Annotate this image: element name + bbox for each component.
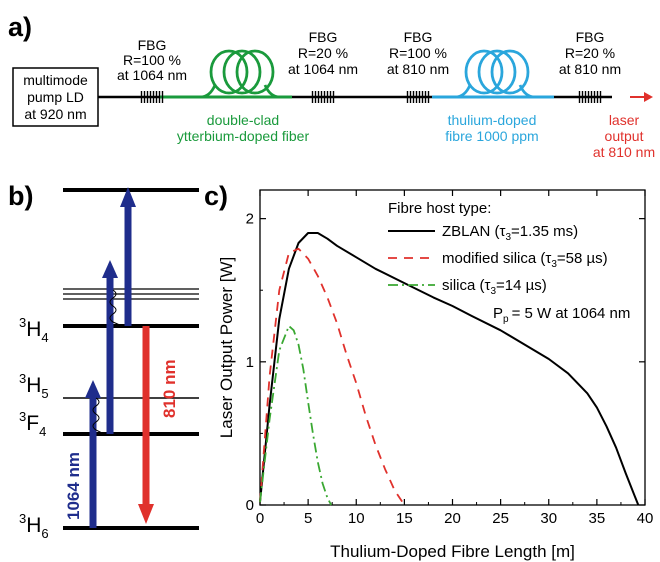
panel-c-label: c)	[204, 181, 228, 211]
pump-arrow-1-head	[85, 380, 101, 398]
fbg1-l1: FBG	[138, 37, 167, 53]
fbg2-l1: FBG	[309, 29, 338, 45]
fbg2-l3: at 1064 nm	[288, 61, 358, 77]
y-axis-label: Laser Output Power [W]	[217, 257, 236, 438]
fbg4-l2: R=20 %	[565, 45, 615, 61]
fbg1-l3: at 1064 nm	[117, 67, 187, 83]
power-vs-length-chart: 0 5 10 15 20 25 30 35 40 0 1 2 Thulium-Doped Fibre L…	[217, 189, 654, 561]
tm-fiber-label2: fibre 1000 ppm	[445, 128, 538, 144]
x-tick-label: 5	[304, 510, 312, 527]
legend: Fibre host type: ZBLAN (τ3=1.35 ms) modifi…	[388, 200, 630, 325]
yb-fiber-coil-icon	[199, 49, 281, 99]
label-3H4: 3H4	[19, 315, 49, 345]
fbg3-l3: at 810 nm	[387, 61, 449, 77]
x-tick-label: 15	[396, 510, 413, 527]
x-tick-label: 40	[637, 510, 654, 527]
pump-arrow-3-head	[120, 187, 136, 207]
tm-fiber-coil-icon	[454, 49, 536, 99]
tm-fiber-label1: thulium-doped	[448, 112, 537, 128]
fbg2-l2: R=20 %	[298, 45, 348, 61]
panel-b-label: b)	[8, 181, 33, 211]
pump-line1: multimode	[23, 72, 88, 88]
fbg3-l2: R=100 %	[389, 45, 447, 61]
pump-line3: at 920 nm	[24, 106, 86, 122]
x-tick-label: 10	[348, 510, 365, 527]
yb-fiber-label2: ytterbium-doped fiber	[177, 128, 310, 144]
fbg3-grating-icon	[406, 91, 430, 103]
fbg4-l3: at 810 nm	[559, 61, 621, 77]
panel-a: a) multimode pump LD at 920 nm FBG R=100…	[8, 12, 655, 160]
label-3H5: 3H5	[19, 371, 49, 401]
x-tick-label: 30	[540, 510, 557, 527]
fbg1-grating-icon	[140, 91, 164, 103]
fbg-labels: FBG R=100 % at 1064 nm FBG R=20 % at 106…	[117, 29, 621, 83]
fbg4-grating-icon	[578, 91, 602, 103]
legend-label-modified-silica: modified silica (τ3=58 µs)	[442, 250, 608, 270]
panel-c: c) 0 5 10 15 20 25 30 35 40 0 1 2 Thulium-Doped Fibr…	[204, 181, 653, 561]
legend-pump-note: Pp = 5 W at 1064 nm	[493, 305, 630, 325]
decay-2	[109, 289, 123, 327]
fbg-gratings	[140, 91, 602, 103]
x-tick-label: 20	[444, 510, 461, 527]
x-tick-label: 25	[492, 510, 509, 527]
legend-title: Fibre host type:	[388, 200, 491, 217]
series-line-zblan	[259, 232, 640, 506]
output-arrow-icon	[630, 92, 653, 102]
pump-ld-box	[12, 67, 99, 127]
emission-arrow	[138, 326, 154, 524]
fbg4-l1: FBG	[576, 29, 605, 45]
x-tick-label: 35	[589, 510, 606, 527]
legend-label-silica: silica (τ3=14 µs)	[442, 277, 547, 297]
pump-wavelength-label: 1064 nm	[64, 452, 83, 520]
y-tick-label: 2	[246, 211, 254, 228]
output-label1: laser	[609, 112, 640, 128]
fbg2-grating-icon	[311, 91, 335, 103]
pump-arrow-2-head	[102, 260, 118, 278]
fbg3-l1: FBG	[404, 29, 433, 45]
yb-fiber-label1: double-clad	[207, 112, 279, 128]
y-tick-label: 0	[246, 497, 254, 514]
x-tick-label: 0	[256, 510, 264, 527]
y-tick-label: 1	[246, 354, 254, 371]
label-3H6: 3H6	[19, 511, 49, 541]
level-labels: 3H4 3H5 3F4 3H6	[19, 315, 49, 541]
x-axis-label: Thulium-Doped Fibre Length [m]	[330, 542, 575, 561]
panel-a-label: a)	[8, 12, 32, 42]
nonradiative-decays	[92, 289, 123, 435]
decay-1	[92, 397, 105, 435]
output-label2: output	[605, 128, 644, 144]
fbg1-l2: R=100 %	[123, 52, 181, 68]
emission-wavelength-label: 810 nm	[160, 359, 179, 418]
emission-arrow-head	[138, 504, 154, 524]
series-line-modified-silica	[259, 247, 406, 506]
output-label3: at 810 nm	[593, 144, 655, 160]
legend-label-zblan: ZBLAN (τ3=1.35 ms)	[442, 223, 578, 243]
panel-b: b) 3H4 3H5 3F4 3H6	[8, 181, 199, 541]
pump-line2: pump LD	[27, 89, 84, 105]
label-3F4: 3F4	[19, 409, 46, 439]
series-line-silica	[259, 325, 332, 506]
pump-arrows	[85, 187, 136, 528]
